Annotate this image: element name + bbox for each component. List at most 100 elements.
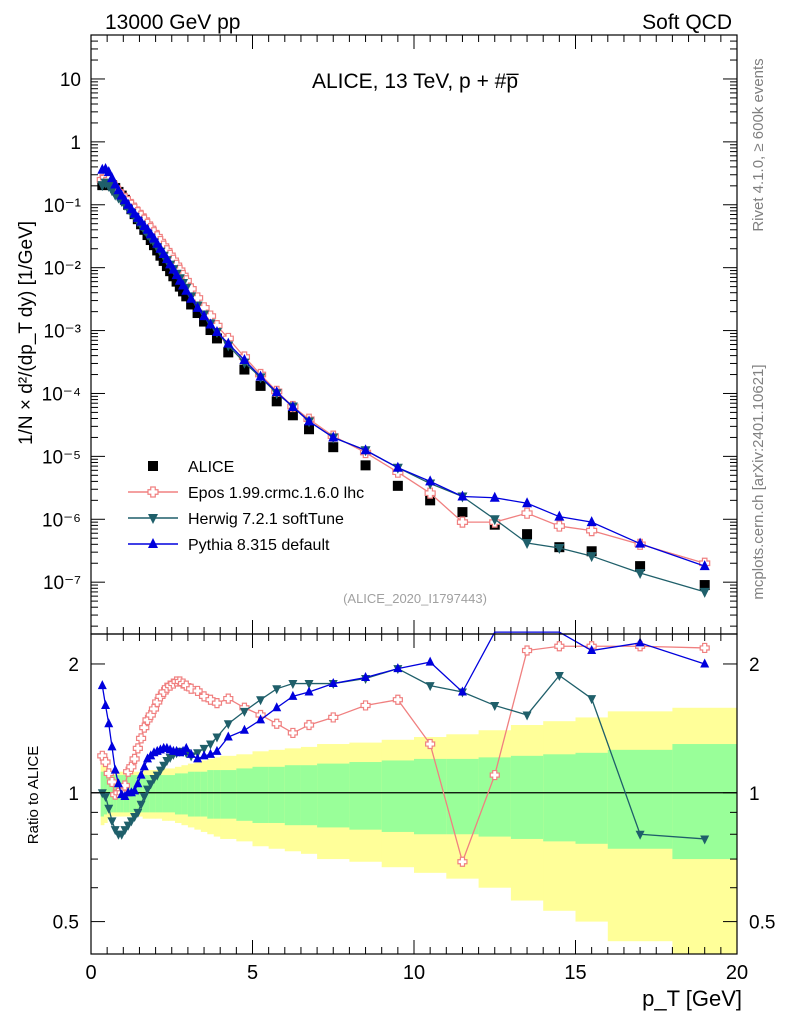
ratio-point: [104, 718, 114, 728]
ratio-point: [199, 744, 209, 754]
ratio-point: [146, 780, 156, 790]
ratio-point: [181, 742, 191, 752]
ratio-point: [110, 826, 120, 836]
header-category: Soft QCD: [642, 11, 732, 34]
ratio-point: [113, 778, 123, 788]
ratio-point: [393, 663, 403, 673]
y-tick-label: 10⁻²: [44, 259, 82, 280]
series-line: [102, 168, 705, 567]
ratio-point: [107, 817, 117, 827]
ratio-point: [143, 785, 153, 795]
ratio-frame: [90, 633, 738, 955]
ratio-point: [139, 793, 149, 803]
data-point: [287, 400, 298, 411]
data-point: [223, 347, 234, 358]
ratio-panel: 0.5 0.51 12 20 5 10 15 20 Ratio to ALICE p_T [G…: [25, 631, 775, 1011]
uncertainty-band-green: [236, 768, 253, 821]
y-tick-label: 10⁻⁷: [43, 573, 81, 594]
data-point: [392, 461, 403, 472]
ratio-point: [635, 637, 645, 647]
data-point: [424, 487, 436, 499]
data-point: [205, 325, 216, 336]
main-y-axis-label: 1/N × d²/(dp_T dy) [1/GeV]: [16, 221, 37, 445]
ratio-point: [239, 707, 249, 717]
data-point: [522, 529, 533, 540]
data-point: [205, 318, 216, 329]
ratio-point: [136, 769, 146, 779]
ratio-point: [139, 722, 150, 733]
ratio-point: [288, 690, 298, 700]
ratio-series-pythia: [97, 631, 710, 801]
ratio-point: [212, 733, 222, 743]
uncertainty-band-green: [155, 775, 163, 813]
ratio-y-tick-label-right: 1: [749, 784, 760, 805]
uncertainty-band-green: [543, 754, 576, 842]
ratio-point: [256, 696, 266, 706]
ratio-point: [554, 641, 565, 652]
y-tick-label: 10⁻³: [44, 322, 82, 343]
ratio-point: [223, 693, 234, 704]
data-point: [239, 354, 250, 365]
ratio-y-tick-label: 0.5: [53, 913, 79, 934]
ratio-point: [152, 771, 162, 781]
ratio-point: [126, 761, 137, 772]
mcplots-source-label: mcplots.cern.ch [arXiv:2401.10621]: [750, 364, 767, 599]
ratio-point: [133, 808, 143, 818]
ratio-series-epos: [97, 641, 710, 867]
uncertainty-band-green: [200, 771, 208, 817]
data-point: [360, 444, 371, 455]
ratio-point: [101, 793, 111, 803]
data-point: [192, 308, 203, 319]
legend-item: Herwig 7.2.1 softTune: [128, 511, 344, 528]
series-epos: [96, 172, 711, 569]
data-point: [554, 543, 565, 554]
ratio-point: [554, 671, 564, 681]
data-point: [186, 292, 197, 303]
ratio-point: [392, 694, 403, 705]
ratio-point: [193, 753, 203, 763]
uncertainty-band-green: [168, 775, 176, 813]
ratio-point: [328, 678, 338, 688]
data-point: [586, 516, 597, 527]
ratio-point: [360, 700, 371, 711]
data-point: [186, 299, 197, 310]
ratio-point: [425, 682, 435, 692]
series-line: [101, 181, 705, 593]
ratio-point: [522, 711, 532, 721]
main-title: ALICE, 13 TeV, p + #p̅: [312, 70, 520, 93]
ratio-point: [101, 699, 111, 709]
data-point: [457, 490, 468, 501]
data-point: [489, 491, 500, 502]
ratio-point: [136, 800, 146, 810]
ratio-y-tick-label: 1: [68, 784, 79, 805]
legend-item: ALICE: [148, 459, 234, 476]
data-point: [521, 507, 533, 519]
uncertainty-band-green: [162, 775, 170, 813]
ratio-point: [186, 748, 196, 758]
legend-item: Pythia 8.315 default: [128, 537, 330, 554]
uncertainty-band-green: [510, 755, 544, 839]
ratio-point: [271, 718, 282, 729]
ratio-point: [303, 719, 315, 731]
ratio-point: [223, 720, 233, 730]
ratio-point: [132, 743, 143, 754]
data-point: [181, 284, 192, 295]
ratio-point: [106, 776, 118, 788]
data-point: [699, 580, 710, 591]
ratio-point: [587, 645, 597, 655]
uncertainty-band-green: [187, 771, 195, 817]
data-point: [457, 507, 468, 518]
data-point: [554, 510, 565, 521]
y-tick-label: 10⁻⁵: [42, 447, 81, 468]
data-point: [328, 431, 339, 442]
data-point: [586, 546, 597, 557]
data-point: [635, 561, 646, 572]
ratio-point: [361, 671, 371, 681]
ratio-point: [107, 741, 117, 751]
ratio-point: [211, 698, 223, 709]
ratio-point: [206, 740, 216, 750]
data-point: [287, 410, 298, 421]
ratio-point: [97, 680, 107, 690]
legend-marker: [148, 461, 158, 471]
